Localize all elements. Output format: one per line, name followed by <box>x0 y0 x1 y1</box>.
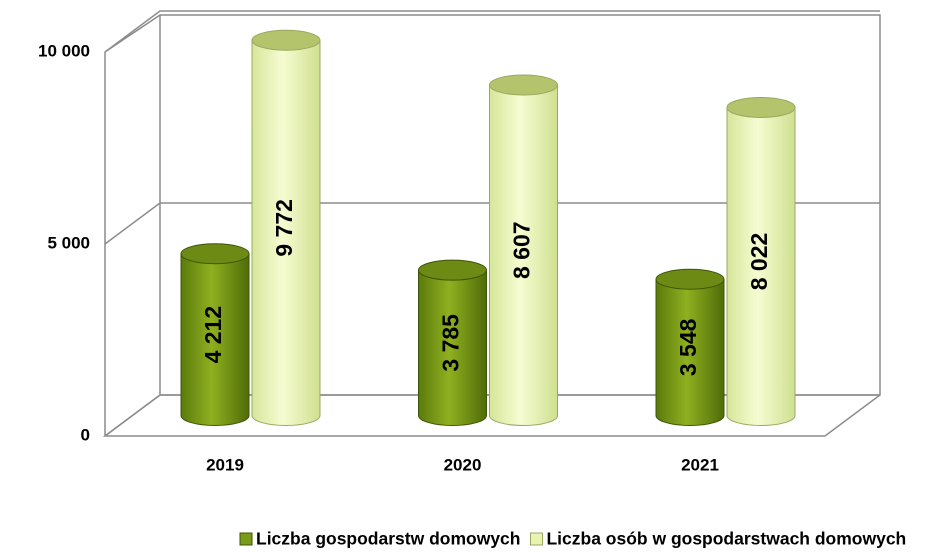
value-label: 8 022 <box>746 233 772 291</box>
y-tick-label: 0 <box>81 425 90 444</box>
grid-line <box>104 202 880 245</box>
cylinder-top <box>180 243 250 265</box>
y-tick-label: 10 000 <box>38 41 90 60</box>
cylinder <box>418 269 487 426</box>
y-tick-label: 5 000 <box>47 233 90 252</box>
cylinder <box>726 106 796 426</box>
value-label: 3 785 <box>438 314 464 372</box>
cylinder-top <box>489 74 558 96</box>
legend-label: Liczba gospodarstw domowych <box>256 529 520 549</box>
cylinder <box>655 278 725 426</box>
legend-label: Liczba osób w gospodarstwach domowych <box>546 529 906 549</box>
x-tick-label: 2019 <box>206 455 244 474</box>
value-label: 9 772 <box>271 199 297 257</box>
cylinder <box>180 253 250 426</box>
cylinder-top <box>251 29 321 51</box>
cylinder-top <box>418 259 487 281</box>
cylinder <box>251 39 321 426</box>
cylinder-top <box>655 268 725 290</box>
cylinder <box>489 84 558 426</box>
x-tick-label: 2021 <box>681 455 719 474</box>
value-label: 3 548 <box>675 318 701 376</box>
grid-line <box>104 10 880 53</box>
legend-swatch <box>529 532 543 546</box>
cylinder-top <box>726 96 796 118</box>
x-tick-label: 2020 <box>444 455 482 474</box>
value-label: 4 212 <box>200 306 226 364</box>
grid-line <box>104 394 880 437</box>
legend-swatch <box>239 532 253 546</box>
value-label: 8 607 <box>509 221 535 279</box>
